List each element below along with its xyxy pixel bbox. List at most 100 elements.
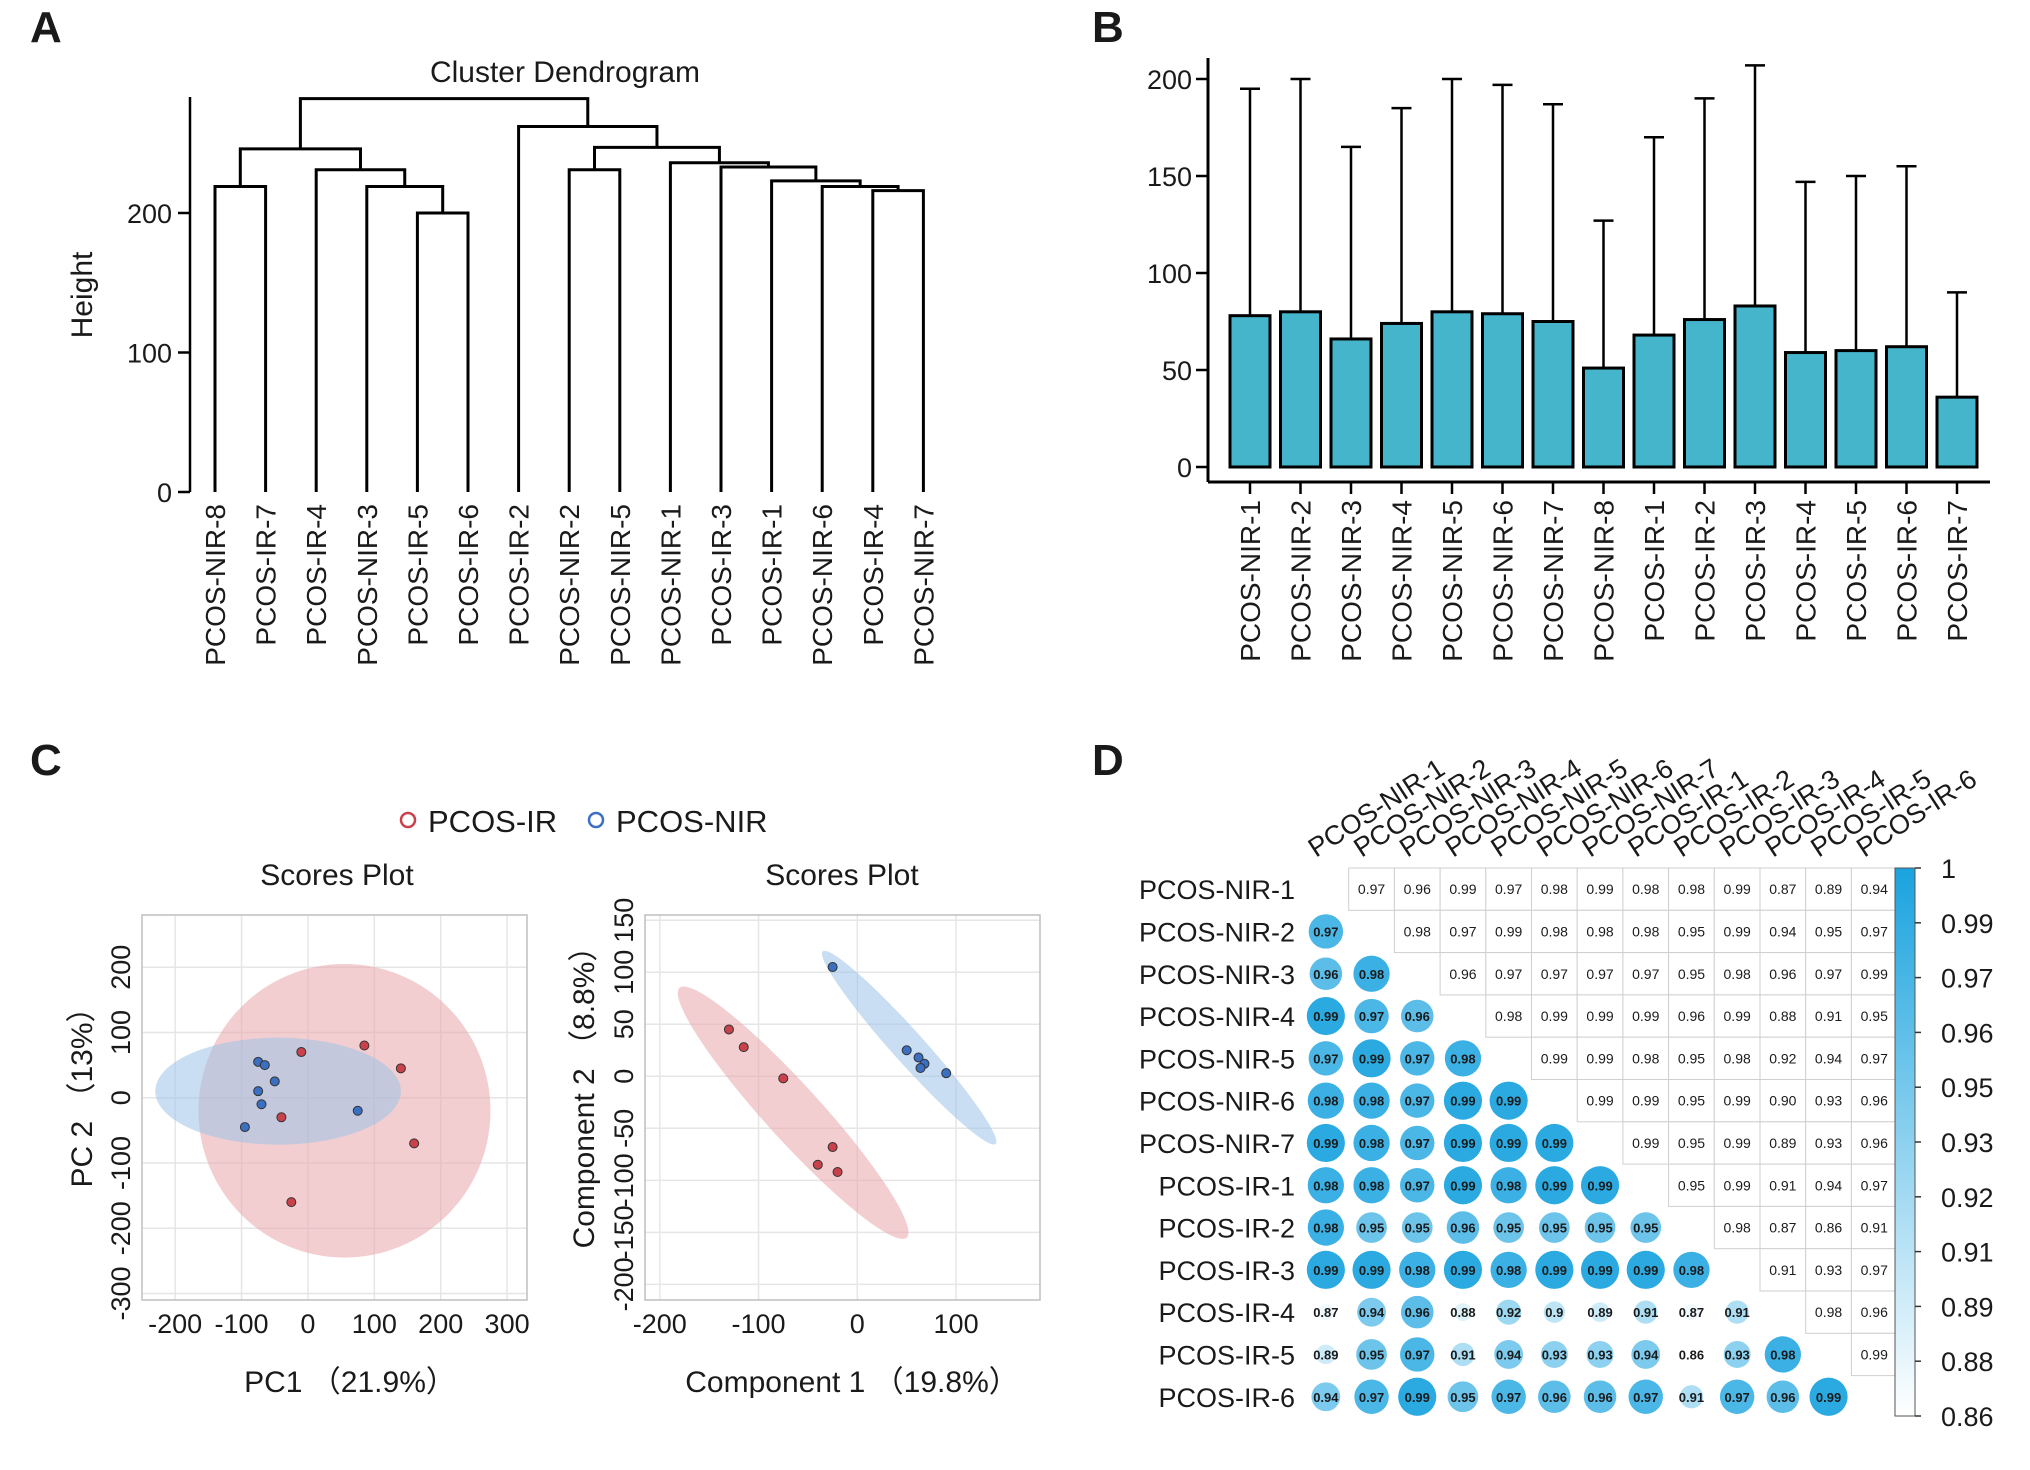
- bar-y-tick-label: 200: [1147, 65, 1192, 95]
- plsda-point: [723, 1024, 734, 1035]
- correlation-circle-value: 0.95: [1633, 1221, 1658, 1236]
- correlation-value: 0.97: [1586, 966, 1613, 982]
- dendrogram-leaf-label: PCOS-IR-2: [504, 504, 535, 646]
- correlation-value: 0.94: [1815, 1050, 1842, 1066]
- plsda-ellipses: [677, 950, 997, 1239]
- correlation-circle: [1535, 1166, 1574, 1205]
- correlation-circle: [1400, 1168, 1435, 1203]
- correlation-value: 0.93: [1815, 1093, 1842, 1109]
- correlation-circle: [1353, 955, 1390, 992]
- correlation-circle-value: 0.97: [1724, 1390, 1749, 1405]
- correlation-value: 0.94: [1815, 1177, 1842, 1193]
- colorbar-tick-label: 0.99: [1941, 909, 1994, 939]
- correlation-circle: [1491, 1379, 1526, 1414]
- correlation-value: 0.98: [1815, 1304, 1842, 1320]
- plsda-point: [812, 1159, 823, 1170]
- bar-category-label: PCOS-NIR-3: [1336, 500, 1367, 662]
- correlation-circle: [1631, 1340, 1661, 1369]
- correlation-value: 0.98: [1632, 881, 1659, 897]
- correlation-value: 0.91: [1861, 1220, 1888, 1236]
- plsda-x-tick-label: -100: [732, 1309, 786, 1339]
- correlation-row-label: PCOS-NIR-4: [1139, 1002, 1295, 1032]
- correlation-circle-value: 0.99: [1359, 1263, 1384, 1278]
- correlation-circle-value: 0.95: [1359, 1347, 1384, 1362]
- correlation-row-label: PCOS-IR-4: [1158, 1298, 1295, 1328]
- dendrogram-ylabel: Height: [66, 251, 99, 338]
- correlation-circle: [1356, 1212, 1387, 1243]
- colorbar-tick-label: 0.93: [1941, 1128, 1994, 1158]
- bar: [1632, 333, 1676, 469]
- dendrogram-link: [517, 125, 659, 492]
- correlation-cell: [1850, 1332, 1898, 1377]
- correlation-row-label: PCOS-NIR-7: [1139, 1129, 1295, 1159]
- correlation-cell: [1759, 1036, 1807, 1080]
- correlation-value: 0.96: [1678, 1008, 1705, 1024]
- bar-category-label: PCOS-NIR-8: [1589, 500, 1620, 662]
- pca-ylabel: PC 2 （13%）: [66, 992, 99, 1187]
- correlation-cell: [1485, 867, 1533, 911]
- pca-x-tick-label: 100: [352, 1309, 397, 1339]
- correlation-circle: [1306, 996, 1345, 1036]
- correlation-value: 0.94: [1861, 881, 1888, 897]
- dendrogram-links: [213, 97, 925, 492]
- dendrogram-leaf-labels: PCOS-NIR-8 PCOS-IR-7 PCOS-IR-4 PCOS-NIR-3 PC…: [200, 504, 939, 666]
- correlation-circle: [1493, 1212, 1525, 1243]
- legend-nir-label: PCOS-NIR: [616, 804, 768, 839]
- correlation-circle: [1307, 1209, 1344, 1246]
- correlation-value: 0.99: [1586, 1050, 1613, 1066]
- correlation-circle: [1496, 1299, 1522, 1325]
- correlation-value: 0.99: [1632, 1135, 1659, 1151]
- correlation-value: 0.95: [1678, 1050, 1705, 1066]
- correlation-circle: [1399, 1251, 1436, 1288]
- correlation-circle-value: 0.99: [1587, 1263, 1612, 1278]
- dendrogram-link: [365, 184, 445, 492]
- pca-ellipse: [155, 1037, 401, 1145]
- correlation-value: 0.99: [1541, 1050, 1568, 1066]
- correlation-circle-value: 0.98: [1450, 1051, 1475, 1066]
- correlation-circle: [1451, 1342, 1475, 1367]
- colorbar-tick-label: 0.88: [1941, 1347, 1994, 1377]
- plsda-point: [827, 1142, 838, 1153]
- correlation-value: 0.95: [1678, 966, 1705, 982]
- plsda-y-tick-label: -200: [609, 1257, 639, 1311]
- correlation-circle: [1443, 1081, 1483, 1120]
- plsda-y-tick-label: 100: [609, 950, 639, 995]
- pca-point: [359, 1040, 370, 1051]
- correlation-circle-value: 0.97: [1405, 1347, 1430, 1362]
- dendrogram-leaf-label: PCOS-NIR-3: [352, 504, 383, 666]
- correlation-circle: [1443, 1250, 1483, 1289]
- colorbar-rect: [1894, 867, 1916, 1417]
- correlation-circle: [1316, 1344, 1336, 1365]
- correlation-value: 0.97: [1861, 1050, 1888, 1066]
- correlation-value: 0.91: [1769, 1177, 1796, 1193]
- correlation-cell: [1759, 909, 1807, 954]
- correlation-value: 0.96: [1861, 1093, 1888, 1109]
- bar-category-label: PCOS-NIR-1: [1235, 500, 1266, 662]
- correlation-circle-value: 0.99: [1450, 1263, 1475, 1278]
- correlation-circle-value: 0.98: [1313, 1221, 1338, 1236]
- pca-y-tick-label: 100: [106, 1010, 136, 1055]
- correlation-cell: [1805, 867, 1852, 911]
- correlation-cell: [1668, 952, 1715, 996]
- correlation-value: 0.98: [1678, 881, 1705, 897]
- correlation-circle-value: 0.95: [1496, 1221, 1521, 1236]
- bar-category-label: PCOS-NIR-6: [1488, 500, 1519, 662]
- correlation-circle: [1764, 1336, 1801, 1373]
- correlation-circle-value: 0.95: [1542, 1221, 1567, 1236]
- correlation-value: 0.95: [1815, 923, 1842, 939]
- correlation-value: 0.97: [1358, 881, 1385, 897]
- plsda-title: Scores Plot: [765, 859, 919, 892]
- correlation-value: 0.99: [1541, 1008, 1568, 1024]
- pca-scores-plot: -200 -100 0 100 200 300 -300 -200 -100 0 100 200: [106, 914, 530, 1339]
- pca-point: [256, 1099, 267, 1110]
- panel-c: C PCOS-IR PCOS-NIR Scores Plot Scores Pl…: [30, 736, 1041, 1399]
- correlation-value: 0.99: [1586, 1008, 1613, 1024]
- bar: [1834, 349, 1878, 469]
- correlation-circle-value: 0.96: [1405, 1305, 1430, 1320]
- correlation-circle: [1446, 1211, 1480, 1244]
- correlation-value: 0.94: [1769, 923, 1796, 939]
- bar: [1380, 321, 1423, 469]
- pca-y-tick-label: -200: [106, 1201, 136, 1255]
